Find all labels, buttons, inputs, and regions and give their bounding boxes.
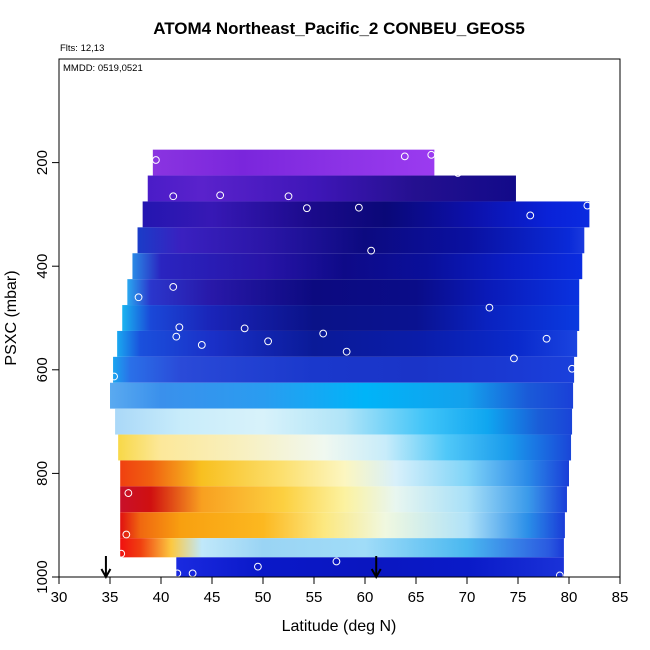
observation-point (453, 169, 462, 177)
y-tick-label: 400 (34, 254, 51, 279)
observation-point (240, 324, 249, 333)
observation-point (264, 337, 273, 346)
x-tick-label: 80 (561, 589, 578, 606)
observation-point (568, 364, 576, 373)
observation-point (427, 150, 436, 159)
observation-point (542, 334, 551, 343)
observation-point (122, 530, 131, 539)
heatmap-band (127, 279, 580, 306)
observation-point (526, 211, 535, 220)
observation-point (302, 204, 311, 213)
x-tick-label: 40 (153, 589, 170, 606)
observation-point (175, 323, 184, 332)
y-tick-label: 1000 (34, 560, 51, 593)
x-axis: 30 35 40 45 50 55 60 65 70 75 80 85 (51, 576, 629, 606)
heatmap-band (120, 512, 565, 539)
observation-point (216, 191, 225, 200)
x-tick-label: 60 (357, 589, 374, 606)
observation-point (254, 562, 262, 571)
x-axis-label: Latitude (deg N) (282, 618, 397, 635)
heatmap-band (137, 227, 585, 254)
observation-point (134, 293, 143, 302)
observation-point (583, 201, 592, 210)
observation-point (152, 156, 160, 164)
observation-point (342, 347, 351, 356)
heatmap-band (176, 557, 564, 577)
flights-annotation: Flts: 12,13 (60, 43, 104, 54)
observation-point (284, 192, 293, 201)
heatmap-band (122, 305, 580, 331)
heatmap-band (120, 486, 567, 513)
heatmap-band (120, 538, 564, 558)
y-tick-label: 600 (34, 357, 51, 382)
flight-marker-arrow (100, 556, 112, 580)
observation-point (124, 489, 133, 497)
observation-point (172, 332, 181, 341)
observation-point (319, 329, 328, 338)
x-tick-label: 30 (51, 589, 68, 606)
heatmap-band (115, 408, 573, 435)
x-tick-label: 75 (510, 589, 527, 606)
observation-point (555, 571, 564, 580)
heatmap-bands (110, 149, 590, 577)
chart-title: ATOM4 Northeast_Pacific_2 CONBEU_GEOS5 (153, 19, 525, 38)
observation-point (117, 549, 126, 558)
heatmap-band (152, 149, 435, 176)
observation-point (400, 152, 409, 161)
heatmap-band (110, 382, 574, 409)
x-tick-label: 70 (459, 589, 476, 606)
observation-point (110, 372, 118, 381)
observation-point (169, 283, 178, 291)
dates-annotation: MMDD: 0519,0521 (63, 63, 143, 74)
heatmap-band (118, 434, 572, 461)
heatmap-band (117, 330, 578, 357)
x-tick-label: 55 (306, 589, 323, 606)
heatmap-band (147, 175, 516, 202)
y-tick-label: 800 (34, 461, 51, 486)
observation-point (510, 354, 518, 363)
heatmap-band (113, 356, 575, 383)
heatmap-band (142, 201, 590, 228)
x-tick-label: 65 (408, 589, 425, 606)
observation-point (367, 246, 376, 255)
y-axis-label: PSXC (mbar) (3, 270, 20, 365)
x-tick-label: 85 (612, 589, 629, 606)
heatmap-band (132, 253, 583, 280)
y-axis: 200 400 600 800 1000 (34, 150, 60, 594)
observation-point (354, 203, 363, 212)
observation-points (110, 150, 592, 580)
observation-point (332, 557, 341, 566)
heatmap-band (120, 460, 569, 487)
x-tick-label: 50 (255, 589, 272, 606)
observation-point (485, 303, 494, 312)
y-tick-label: 200 (34, 150, 51, 175)
x-tick-label: 35 (102, 589, 119, 606)
x-tick-label: 45 (204, 589, 221, 606)
observation-point (169, 192, 178, 201)
observation-point (197, 341, 206, 349)
